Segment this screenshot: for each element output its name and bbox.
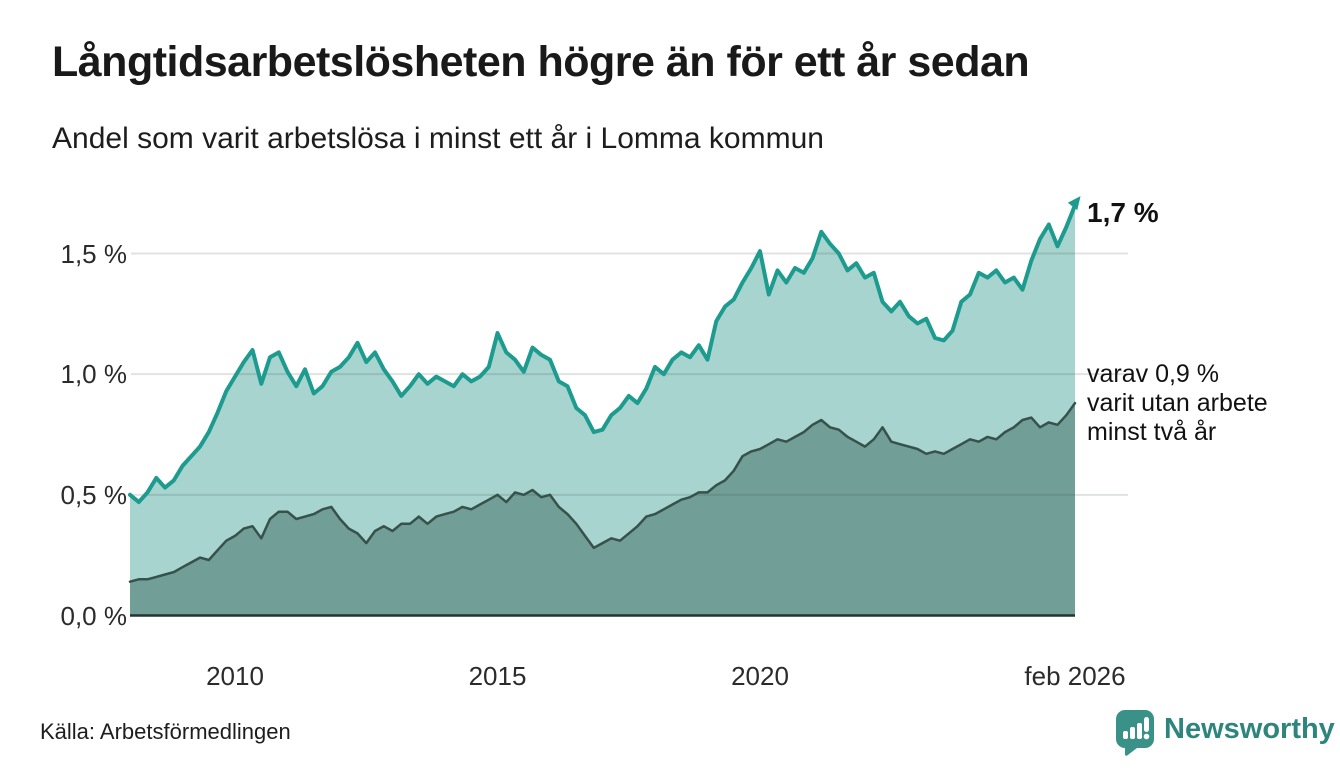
series2-annotation-line1: varav 0,9 %	[1087, 360, 1220, 388]
y-axis-tick-label: 0,0 %	[60, 600, 128, 631]
chart-subtitle: Andel som varit arbetslösa i minst ett å…	[52, 122, 824, 155]
line-end-arrow-icon	[1067, 196, 1081, 211]
x-axis-tick-label: 2020	[731, 661, 789, 691]
series2-annotation-line3: minst två år	[1087, 418, 1217, 446]
source-note: Källa: Arbetsförmedlingen	[40, 719, 291, 744]
series2-area	[130, 403, 1075, 616]
x-axis-tick-label: 2015	[468, 661, 527, 691]
x-axis-tick-label: feb 2026	[1024, 661, 1126, 691]
x-axis-tick-label: 2010	[206, 661, 264, 691]
series2-annotation-line2: varit utan arbete	[1087, 389, 1268, 417]
y-axis-tick-label: 1,0 %	[60, 359, 128, 390]
y-axis-tick-label: 0,5 %	[60, 479, 128, 510]
y-axis-tick-label: 1,5 %	[60, 238, 128, 269]
newsworthy-bar-chart-bubble-icon	[1115, 709, 1155, 761]
newsworthy-wordmark: Newsworthy	[1164, 713, 1335, 745]
series-line	[128, 401, 1077, 583]
series2-end-annotation: varav 0,9 % varit utan arbete minst två …	[1087, 360, 1268, 447]
newsworthy-logo: Newsworthy	[1115, 709, 1335, 761]
chart-title: Långtidsarbetslösheten högre än för ett …	[52, 38, 1030, 86]
series-line	[128, 203, 1077, 505]
series1-end-value-label: 1,7 %	[1087, 197, 1159, 228]
